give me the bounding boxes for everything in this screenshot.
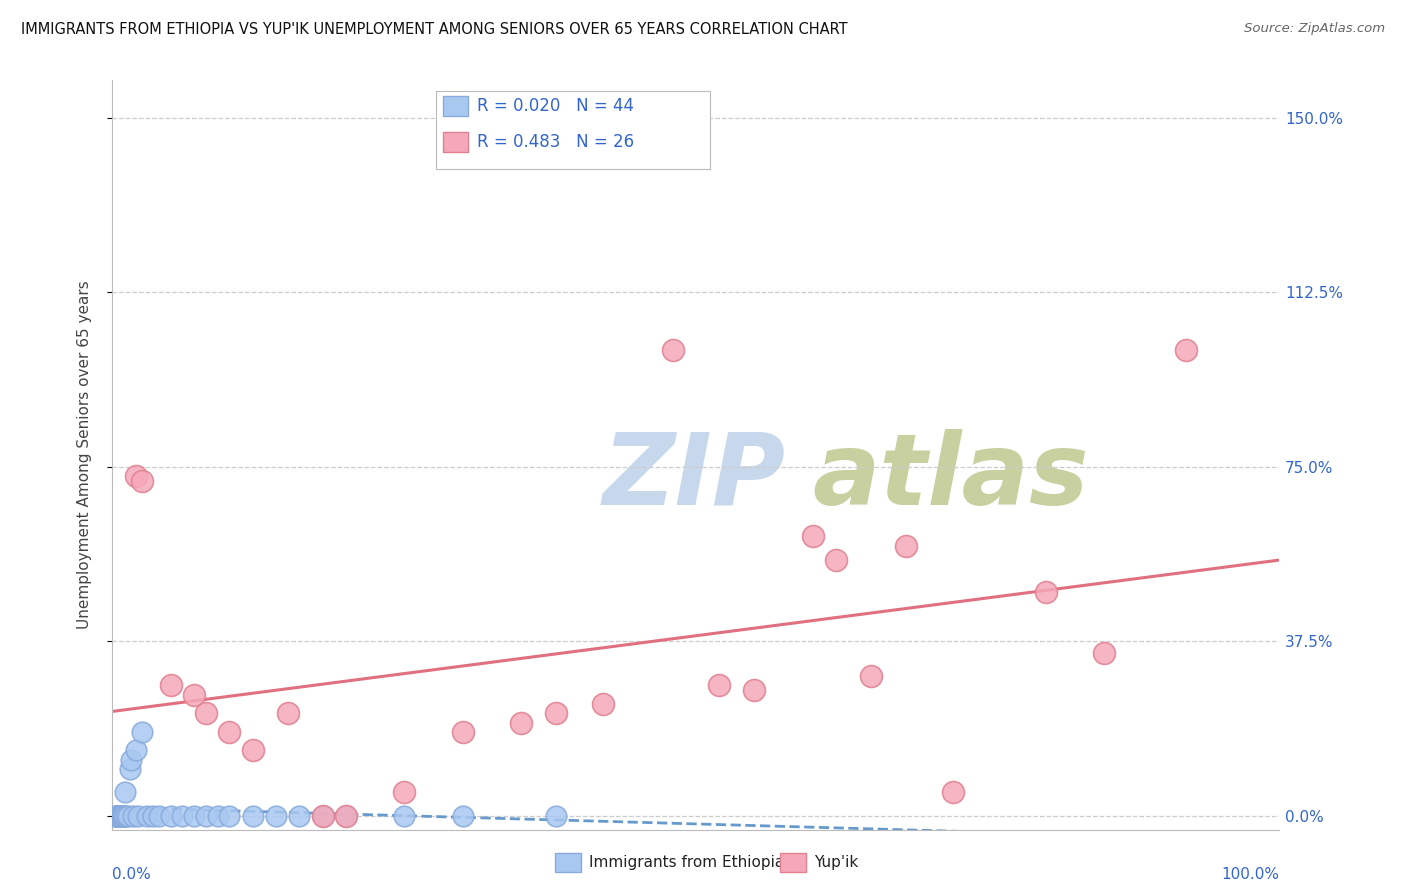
Text: 100.0%: 100.0% [1222, 867, 1279, 882]
Point [825, 552, 848, 566]
Point [136, 808, 159, 822]
Point [127, 808, 149, 822]
Point [451, 808, 474, 822]
Point [111, 808, 134, 822]
Point [112, 808, 135, 822]
Point [218, 808, 240, 822]
Point [218, 724, 240, 739]
Point [394, 785, 416, 799]
Point [112, 808, 135, 822]
Point [110, 808, 132, 822]
Point [125, 743, 148, 757]
Point [131, 724, 153, 739]
Text: Immigrants from Ethiopia: Immigrants from Ethiopia [589, 855, 785, 870]
Point [194, 706, 217, 721]
Point [592, 697, 614, 711]
Point [661, 343, 683, 358]
Point [120, 753, 142, 767]
Text: R = 0.483   N = 26: R = 0.483 N = 26 [477, 133, 634, 151]
Point [117, 808, 139, 822]
Point [160, 678, 183, 692]
Y-axis label: Unemployment Among Seniors over 65 years: Unemployment Among Seniors over 65 years [77, 281, 91, 629]
Point [311, 808, 333, 822]
Point [111, 808, 134, 822]
Point [744, 682, 766, 697]
Point [242, 743, 264, 757]
Point [288, 808, 311, 822]
Point [242, 808, 264, 822]
Point [194, 808, 217, 822]
Point [172, 808, 194, 822]
Point [276, 706, 298, 721]
Point [183, 688, 205, 702]
Point [115, 808, 138, 822]
Point [108, 808, 131, 822]
Point [108, 808, 131, 822]
Point [111, 808, 134, 822]
Point [105, 808, 128, 822]
Point [160, 808, 183, 822]
Point [107, 808, 129, 822]
Point [105, 808, 128, 822]
Text: 0.0%: 0.0% [112, 867, 152, 882]
Text: Source: ZipAtlas.com: Source: ZipAtlas.com [1244, 22, 1385, 36]
Point [509, 715, 531, 730]
Point [111, 808, 134, 822]
Point [148, 808, 170, 822]
Point [125, 468, 148, 483]
Point [894, 539, 917, 553]
Point [108, 808, 131, 822]
Point [544, 706, 567, 721]
Point [207, 808, 229, 822]
Point [142, 808, 165, 822]
Point [107, 808, 129, 822]
Point [544, 808, 567, 822]
Point [709, 678, 731, 692]
Point [104, 808, 127, 822]
Point [131, 474, 153, 488]
Point [264, 808, 287, 822]
Point [183, 808, 205, 822]
Text: R = 0.020   N = 44: R = 0.020 N = 44 [477, 97, 634, 115]
Point [122, 808, 145, 822]
Point [451, 724, 474, 739]
Point [394, 808, 416, 822]
Point [104, 808, 127, 822]
Point [335, 808, 357, 822]
Point [107, 808, 129, 822]
Point [1035, 585, 1057, 599]
Point [942, 785, 965, 799]
Point [110, 808, 132, 822]
Text: Yup'ik: Yup'ik [814, 855, 858, 870]
Point [118, 762, 141, 776]
Text: ZIP: ZIP [603, 429, 786, 526]
Point [114, 785, 136, 799]
Point [1175, 343, 1198, 358]
Point [1094, 646, 1116, 660]
Text: IMMIGRANTS FROM ETHIOPIA VS YUP'IK UNEMPLOYMENT AMONG SENIORS OVER 65 YEARS CORR: IMMIGRANTS FROM ETHIOPIA VS YUP'IK UNEMP… [21, 22, 848, 37]
Text: atlas: atlas [813, 429, 1090, 526]
Point [801, 529, 824, 543]
Point [335, 808, 357, 822]
Point [860, 669, 883, 683]
Point [311, 808, 333, 822]
